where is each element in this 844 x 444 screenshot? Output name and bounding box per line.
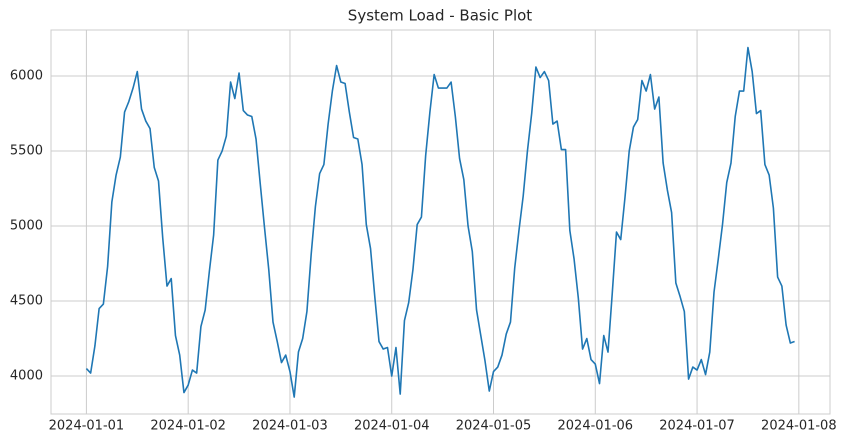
y-tick-label: 5500: [10, 144, 43, 159]
chart-title: System Load - Basic Plot: [348, 7, 533, 25]
x-tick-label: 2024-01-04: [354, 419, 430, 434]
x-tick-label: 2024-01-05: [456, 419, 532, 434]
x-tick-label: 2024-01-06: [558, 419, 634, 434]
y-tick-label: 6000: [10, 69, 43, 84]
y-tick-label: 4500: [10, 294, 43, 309]
plot-frame: [50, 29, 831, 415]
x-tick-label: 2024-01-01: [49, 419, 125, 434]
x-tick-label: 2024-01-03: [252, 419, 328, 434]
x-tick-label: 2024-01-02: [150, 419, 226, 434]
x-tick-label: 2024-01-07: [659, 419, 735, 434]
data-line: [85, 46, 795, 398]
y-tick-label: 4000: [10, 369, 43, 384]
x-tick-label: 2024-01-08: [761, 419, 837, 434]
y-tick-label: 5000: [10, 219, 43, 234]
